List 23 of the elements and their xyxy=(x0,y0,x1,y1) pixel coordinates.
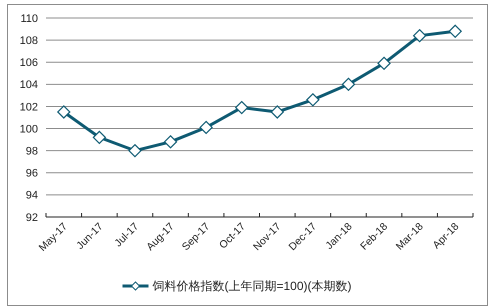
y-tick-label: 110 xyxy=(20,12,38,25)
y-tick-label: 94 xyxy=(26,190,38,202)
y-tick-label: 98 xyxy=(26,146,38,158)
point xyxy=(377,56,391,70)
y-tick-label: 100 xyxy=(20,123,38,136)
point xyxy=(270,105,284,119)
y-tick-label: 104 xyxy=(20,79,38,92)
point xyxy=(448,24,462,38)
y-tick-label: 96 xyxy=(26,168,38,180)
y-tick-label: 106 xyxy=(20,57,38,70)
point xyxy=(306,93,320,106)
y-tick-label: 108 xyxy=(20,34,38,47)
y-tick-label: 92 xyxy=(26,212,38,224)
point xyxy=(342,78,356,91)
point xyxy=(128,144,142,158)
point xyxy=(92,130,106,144)
point xyxy=(164,135,178,148)
point xyxy=(235,100,248,114)
y-tick-label: 102 xyxy=(20,101,38,114)
point xyxy=(200,120,213,134)
point xyxy=(413,29,426,42)
legend-label: 饲料价格指数(上年同期=100)(本期数) xyxy=(152,279,352,294)
point xyxy=(57,105,70,119)
